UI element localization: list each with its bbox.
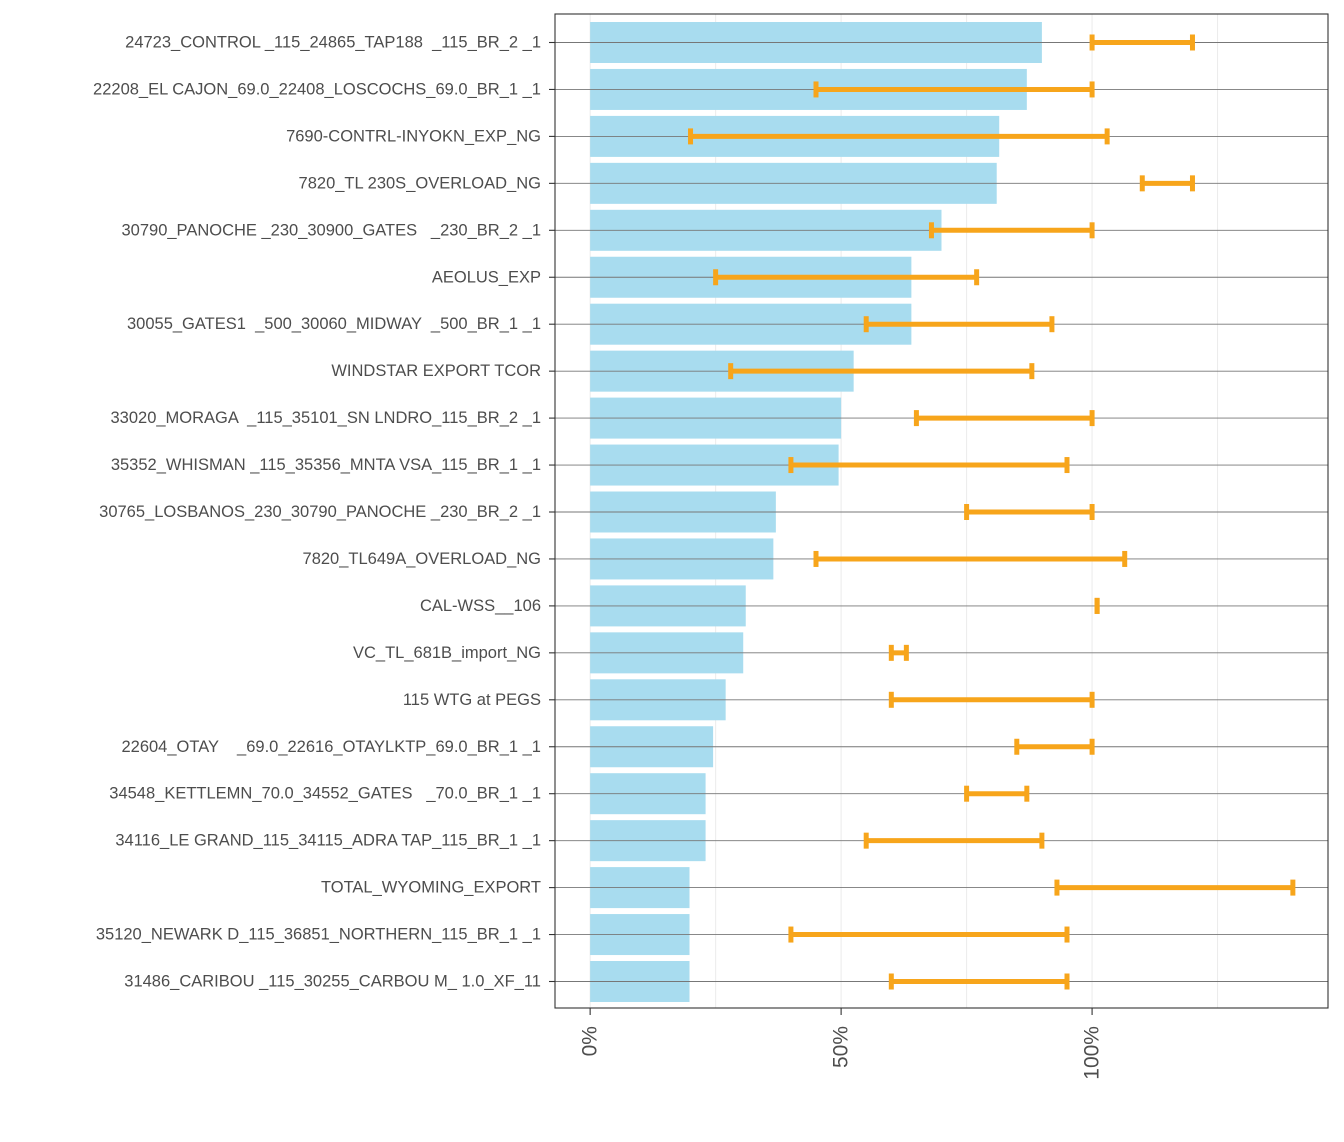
y-tick-label: 34116_LE GRAND_115_34115_ADRA TAP_115_BR… xyxy=(115,832,541,850)
y-tick-label: 34548_KETTLEMN_70.0_34552_GATES _70.0_BR… xyxy=(109,785,541,803)
y-tick-label: VC_TL_681B_import_NG xyxy=(353,644,541,662)
y-tick-label: 35120_NEWARK D_115_36851_NORTHERN_115_BR… xyxy=(96,926,541,944)
y-tick-label: 7820_TL649A_OVERLOAD_NG xyxy=(303,550,541,568)
y-tick-label: 7690-CONTRL-INYOKN_EXP_NG xyxy=(286,127,541,145)
y-tick-label: 30765_LOSBANOS_230_30790_PANOCHE _230_BR… xyxy=(99,503,541,521)
y-tick-label: 35352_WHISMAN _115_35356_MNTA VSA_115_BR… xyxy=(111,456,541,474)
y-tick-label: 115 WTG at PEGS xyxy=(403,691,541,709)
x-axis: 0% 50% 100% xyxy=(579,1008,1104,1080)
y-axis-labels: 24723_CONTROL _115_24865_TAP188 _115_BR_… xyxy=(93,34,555,991)
y-tick-label: 22208_EL CAJON_69.0_22408_LOSCOCHS_69.0_… xyxy=(93,80,541,98)
y-tick-label: CAL-WSS__106 xyxy=(420,597,541,615)
x-tick-label: 100% xyxy=(1081,1026,1104,1080)
plot-panel-border xyxy=(554,13,1329,1009)
y-tick-label: TOTAL_WYOMING_EXPORT xyxy=(321,879,541,897)
errorbar-layer xyxy=(688,34,1296,990)
x-tick-label: 0% xyxy=(579,1026,602,1056)
y-tick-label: 31486_CARIBOU _115_30255_CARBOU M_ 1.0_X… xyxy=(124,973,541,991)
y-tick-label: 24723_CONTROL _115_24865_TAP188 _115_BR_… xyxy=(125,34,541,52)
y-tick-label: 33020_MORAGA _115_35101_SN LNDRO_115_BR_… xyxy=(110,409,541,427)
x-tick-label: 50% xyxy=(830,1026,853,1068)
y-tick-label: 7820_TL 230S_OVERLOAD_NG xyxy=(299,174,541,192)
y-tick-label: WINDSTAR EXPORT TCOR xyxy=(331,362,541,380)
y-tick-label: 22604_OTAY _69.0_22616_OTAYLKTP_69.0_BR_… xyxy=(121,738,541,756)
y-tick-label: AEOLUS_EXP xyxy=(432,268,541,286)
y-tick-label: 30790_PANOCHE _230_30900_GATES _230_BR_2… xyxy=(121,221,541,239)
y-tick-label: 30055_GATES1 _500_30060_MIDWAY _500_BR_1… xyxy=(127,315,541,333)
